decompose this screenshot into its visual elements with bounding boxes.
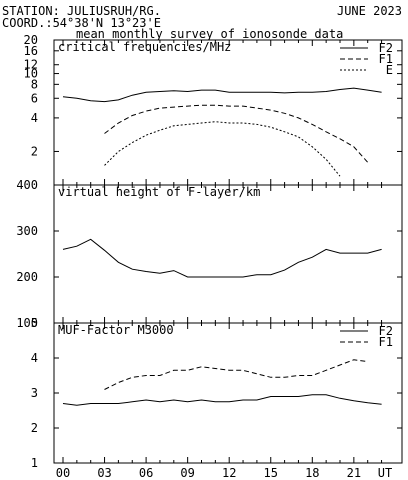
y-tick-label: 4 xyxy=(31,351,38,365)
x-tick-label: 03 xyxy=(97,466,111,480)
y-tick-label: 4 xyxy=(31,111,38,125)
y-tick-label: 5 xyxy=(31,316,38,330)
y-tick-label: 2 xyxy=(31,144,38,158)
panel-frame xyxy=(53,39,403,186)
panel-frame xyxy=(53,184,403,324)
series-line-f1 xyxy=(104,359,368,390)
legend-label-f1: F1 xyxy=(379,335,393,349)
station-label: STATION: JULIUSRUH/RG. xyxy=(2,4,161,18)
legend-label-f2: F2 xyxy=(379,324,393,338)
y-tick-label: 6 xyxy=(31,91,38,105)
series-line-f1 xyxy=(104,104,369,163)
y-tick-label: 10 xyxy=(24,67,38,81)
series-line-f2 xyxy=(62,87,382,103)
x-tick-label: UT xyxy=(378,466,392,480)
y-tick-label: 12 xyxy=(24,58,38,72)
y-tick-label: 100 xyxy=(16,316,38,330)
series-line-e xyxy=(104,121,341,177)
x-tick-label: 00 xyxy=(56,466,70,480)
y-tick-label: 3 xyxy=(31,386,38,400)
legend-label-f1: F1 xyxy=(379,52,393,66)
date-label: JUNE 2023 xyxy=(337,4,402,18)
coord-label: COORD.:54°38'N 13°23'E xyxy=(2,16,161,30)
panel-title: MUF-Factor M3000 xyxy=(58,323,174,337)
y-tick-label: 1 xyxy=(31,456,38,470)
x-tick-label: 21 xyxy=(347,466,361,480)
x-axis: 00 03 06 09 12 15 18 21 UT xyxy=(56,466,392,480)
legend-label-e: E xyxy=(386,63,393,77)
panel-frame xyxy=(53,322,403,464)
panel-title: virtual height of F-layer/km xyxy=(58,185,260,199)
panel-title: critical frequencies/MHz xyxy=(58,40,231,54)
x-tick-label: 06 xyxy=(139,466,153,480)
y-tick-label: 300 xyxy=(16,224,38,238)
y-tick-label: 2 xyxy=(31,421,38,435)
y-tick-label: 16 xyxy=(24,44,38,58)
y-tick-label: 8 xyxy=(31,77,38,91)
y-tick-label: 400 xyxy=(16,178,38,192)
chart-subtitle: mean monthly survey of ionosonde data xyxy=(76,27,343,41)
x-tick-label: 18 xyxy=(305,466,319,480)
series-line-hf xyxy=(62,238,382,278)
x-tick-label: 09 xyxy=(180,466,194,480)
x-tick-label: 15 xyxy=(264,466,278,480)
legend-label-f2: F2 xyxy=(379,41,393,55)
x-tick-label: 12 xyxy=(222,466,236,480)
y-tick-label: 200 xyxy=(16,270,38,284)
panel-2: 100 200 300 400 virtual height of F-layer/km xyxy=(16,178,403,330)
y-tick-label: 20 xyxy=(24,33,38,47)
series-line-f2 xyxy=(62,394,382,406)
